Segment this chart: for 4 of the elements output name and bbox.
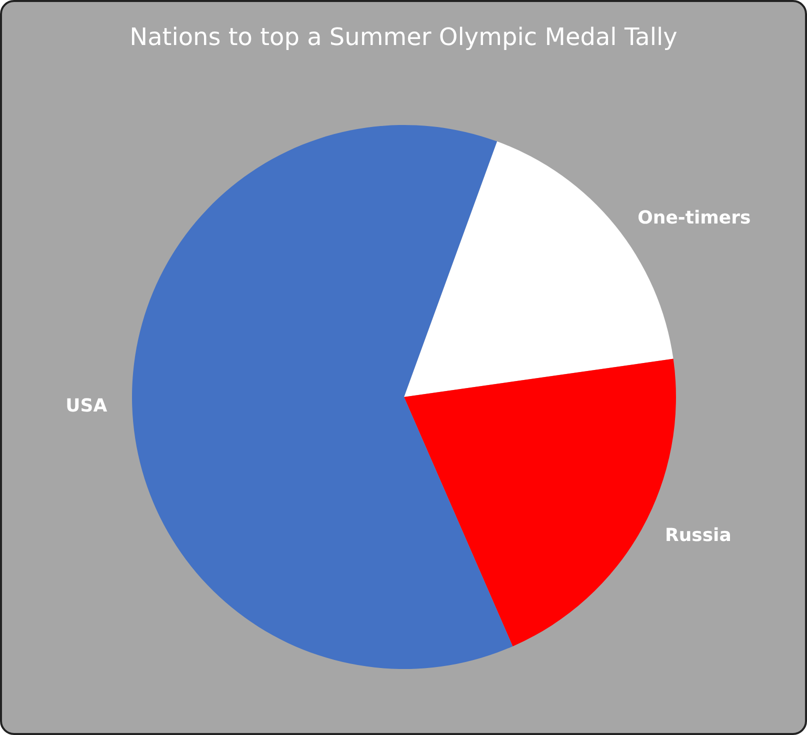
slice-label: Russia bbox=[664, 524, 732, 546]
slice-label: One-timers bbox=[638, 208, 751, 229]
slice-label: USA bbox=[66, 395, 108, 416]
chart-title: Nations to top a Summer Olympic Medal Tally bbox=[130, 23, 678, 51]
